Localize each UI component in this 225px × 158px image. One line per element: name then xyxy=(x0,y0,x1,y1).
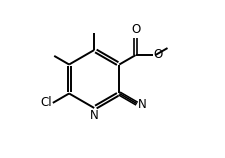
Text: Cl: Cl xyxy=(40,96,52,109)
Text: N: N xyxy=(89,109,98,122)
Text: O: O xyxy=(152,48,162,61)
Text: N: N xyxy=(137,98,146,111)
Text: O: O xyxy=(130,23,140,36)
